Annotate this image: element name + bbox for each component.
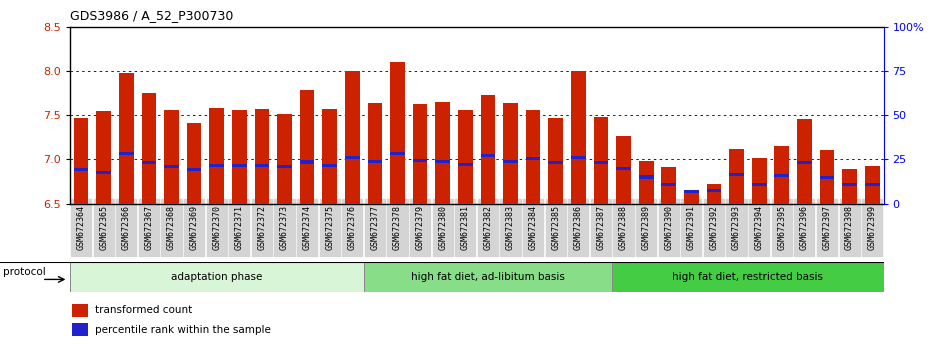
Bar: [481, 95, 496, 204]
Bar: [187, 123, 202, 204]
Bar: [413, 159, 428, 162]
Bar: [797, 119, 812, 204]
Bar: [593, 161, 608, 164]
Bar: [612, 262, 884, 292]
Bar: [729, 149, 744, 204]
Bar: [299, 90, 314, 204]
Bar: [865, 183, 880, 185]
Bar: [503, 160, 518, 162]
Bar: [413, 104, 428, 204]
Bar: [97, 111, 111, 204]
Bar: [503, 103, 518, 204]
Bar: [209, 108, 224, 204]
Bar: [751, 183, 766, 185]
Bar: [819, 176, 834, 179]
Bar: [119, 73, 134, 204]
Bar: [345, 156, 360, 159]
Bar: [593, 117, 608, 204]
Bar: [73, 169, 88, 171]
Bar: [299, 160, 314, 164]
Bar: [729, 173, 744, 176]
Bar: [661, 167, 676, 204]
Bar: [70, 262, 364, 292]
Bar: [391, 152, 405, 155]
Bar: [549, 118, 563, 204]
Bar: [364, 262, 612, 292]
Bar: [843, 183, 857, 185]
Bar: [232, 164, 246, 167]
Bar: [571, 71, 586, 204]
Bar: [255, 109, 269, 204]
Bar: [119, 152, 134, 155]
Bar: [775, 146, 790, 204]
Bar: [73, 118, 88, 204]
Bar: [277, 114, 292, 204]
Bar: [525, 157, 540, 160]
Bar: [141, 93, 156, 204]
Bar: [367, 103, 382, 204]
Bar: [435, 102, 450, 204]
Bar: [164, 165, 179, 168]
Bar: [458, 163, 472, 166]
Bar: [97, 171, 111, 174]
Text: high fat diet, restricted basis: high fat diet, restricted basis: [672, 272, 823, 282]
Bar: [571, 156, 586, 159]
Bar: [797, 161, 812, 164]
Bar: [435, 160, 450, 162]
Bar: [865, 166, 880, 204]
Text: transformed count: transformed count: [95, 305, 193, 315]
Bar: [72, 323, 88, 336]
Bar: [751, 158, 766, 204]
Bar: [617, 167, 631, 170]
Bar: [345, 71, 360, 204]
Bar: [323, 164, 337, 167]
Bar: [684, 190, 698, 204]
Bar: [481, 154, 496, 157]
Bar: [323, 109, 337, 204]
Bar: [549, 161, 563, 164]
Bar: [775, 174, 790, 177]
Text: high fat diet, ad-libitum basis: high fat diet, ad-libitum basis: [411, 272, 565, 282]
Bar: [164, 110, 179, 204]
Bar: [255, 164, 269, 167]
Bar: [141, 161, 156, 164]
Bar: [72, 304, 88, 317]
Text: GDS3986 / A_52_P300730: GDS3986 / A_52_P300730: [70, 9, 233, 22]
Bar: [232, 110, 246, 204]
Bar: [843, 169, 857, 204]
Bar: [209, 164, 224, 167]
Bar: [187, 169, 202, 171]
Bar: [277, 165, 292, 168]
Bar: [617, 136, 631, 204]
Text: percentile rank within the sample: percentile rank within the sample: [95, 325, 272, 335]
Bar: [525, 110, 540, 204]
Bar: [707, 184, 722, 204]
Bar: [367, 160, 382, 162]
Bar: [684, 190, 698, 193]
Bar: [639, 176, 654, 178]
Bar: [661, 183, 676, 185]
Text: adaptation phase: adaptation phase: [171, 272, 262, 282]
Bar: [391, 62, 405, 204]
Bar: [707, 189, 722, 192]
Text: protocol: protocol: [4, 268, 46, 278]
Bar: [819, 150, 834, 204]
Bar: [458, 110, 472, 204]
Bar: [639, 161, 654, 204]
